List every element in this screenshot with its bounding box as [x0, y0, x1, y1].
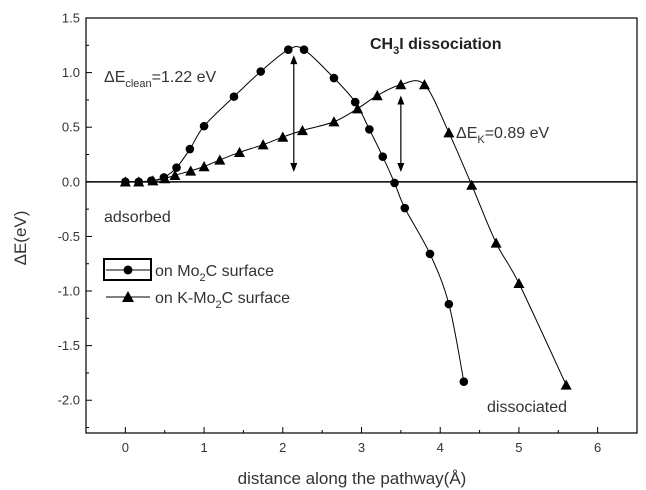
- annotation-adsorbed: adsorbed: [104, 209, 171, 226]
- series-0-point-18: [444, 299, 454, 309]
- series-line-0: [125, 46, 465, 382]
- y-tick-label-5: -1.0: [58, 284, 80, 299]
- y-tick-label-0: 1.5: [62, 11, 80, 26]
- series-1-point-3: [159, 173, 171, 184]
- arrow-delta-e-k-head-bottom: [397, 162, 405, 172]
- series-1-point-15: [395, 79, 407, 90]
- arrow-delta-e-clean-head-top: [290, 55, 298, 65]
- series-1-point-16: [418, 79, 430, 90]
- series-0-point-17: [425, 249, 435, 259]
- series-0-point-13: [365, 125, 374, 134]
- series-1-point-5: [185, 165, 197, 176]
- x-tick-label-0: 0: [122, 440, 129, 455]
- series-1-point-11: [296, 124, 308, 136]
- axes: 0 1 2 3 4 5 6 1.5 1.0 0.5 0.0 -0.5 -1.0 -1.5 -2.0: [58, 11, 638, 455]
- x-axis-label: distance along the pathway(Å): [238, 469, 467, 488]
- series-0-point-9: [283, 45, 293, 54]
- annotation-dissociated: dissociated: [487, 399, 567, 416]
- chart-title: CH3I dissociation: [370, 36, 501, 57]
- y-tick-label-2: 0.5: [62, 120, 80, 135]
- series-1-point-21: [560, 379, 572, 390]
- series-0-point-6: [199, 121, 209, 131]
- series-1-point-0: [119, 176, 131, 187]
- series-1-point-14: [371, 90, 383, 101]
- legend-label-mo2c: on Mo2C surface: [155, 263, 274, 284]
- series-0-point-11: [329, 73, 339, 83]
- annotation-delta-e-k: ΔEK=0.89 eV: [456, 125, 550, 146]
- legend-label-k-mo2c: on K-Mo2C surface: [155, 290, 290, 311]
- text-group: CH3I dissociation ΔEclean=1.22 eV ΔEK=0.…: [11, 36, 567, 488]
- arrows-group: [290, 55, 405, 172]
- series-1-point-10: [277, 131, 289, 142]
- y-tick-label-1: 1.0: [62, 65, 80, 80]
- series-group: [119, 45, 572, 390]
- series-1-point-20: [513, 277, 525, 289]
- x-tick-label-4: 4: [437, 440, 444, 455]
- series-0-point-8: [256, 67, 266, 76]
- series-1-point-18: [466, 179, 478, 190]
- legend-marker-mo2c: [123, 265, 133, 275]
- series-0-point-4: [172, 163, 181, 172]
- series-1-point-2: [147, 175, 159, 186]
- y-tick-label-6: -1.5: [58, 338, 80, 353]
- y-tick-label-7: -2.0: [58, 393, 80, 408]
- y-axis-label: ΔE(eV): [11, 211, 30, 266]
- series-1-point-8: [233, 146, 245, 158]
- arrow-delta-e-clean-head-bottom: [290, 162, 298, 172]
- series-1-point-9: [257, 139, 269, 150]
- x-tick-label-1: 1: [200, 440, 207, 455]
- series-0-point-5: [185, 144, 195, 154]
- series-1-point-12: [328, 116, 340, 127]
- series-0-point-14: [378, 152, 388, 161]
- series-line-1: [125, 80, 567, 386]
- series-1-point-19: [490, 237, 502, 248]
- arrow-delta-e-k-head-top: [397, 95, 405, 105]
- series-1-point-17: [443, 127, 455, 138]
- series-0-point-7: [229, 92, 239, 101]
- legend-marker-k-mo2c: [122, 291, 134, 302]
- series-0-point-10: [299, 45, 309, 54]
- series-0-point-16: [400, 203, 410, 213]
- series-1-point-6: [198, 161, 210, 172]
- x-tick-label-2: 2: [279, 440, 286, 455]
- series-0-point-19: [459, 377, 469, 386]
- y-tick-label-4: -0.5: [58, 229, 80, 244]
- series-1-point-13: [352, 103, 364, 114]
- series-1-point-1: [133, 176, 145, 187]
- x-tick-label-6: 6: [594, 440, 601, 455]
- x-tick-label-5: 5: [515, 440, 522, 455]
- annotation-delta-e-clean: ΔEclean=1.22 eV: [104, 69, 216, 90]
- series-0-point-15: [390, 178, 399, 188]
- x-tick-label-3: 3: [358, 440, 365, 455]
- y-tick-label-3: 0.0: [62, 174, 80, 189]
- legend: on Mo2C surface on K-Mo2C surface: [103, 258, 290, 311]
- series-1-point-4: [169, 169, 181, 180]
- series-1-point-7: [214, 154, 226, 165]
- legend-highlight-box: [103, 258, 152, 281]
